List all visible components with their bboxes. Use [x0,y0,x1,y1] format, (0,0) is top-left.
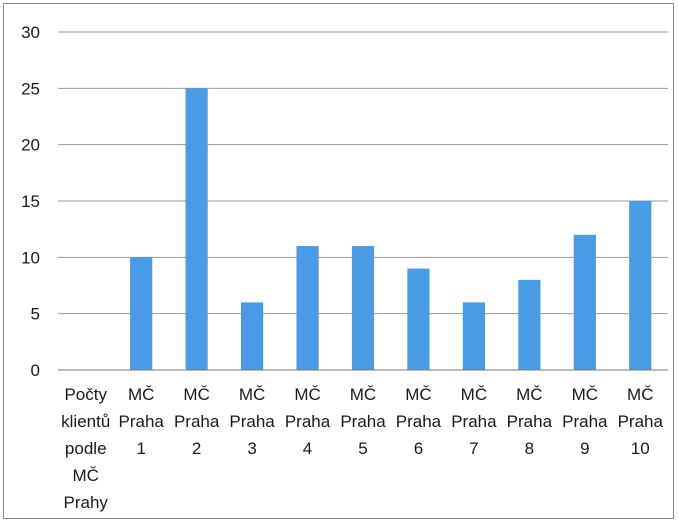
bar [462,302,485,370]
bar [518,279,541,370]
y-axis-ticks: 0 5 10 15 20 25 30 [21,23,40,380]
x-category-label: MČ Praha 5 [340,385,386,458]
bar [185,88,208,370]
bar [130,257,153,370]
x-category-label: MČ Praha 10 [618,385,664,458]
x-category-label: Počty klientů podle MČ Prahy [61,385,110,512]
bar [351,246,375,370]
x-category-label: MČ Praha 8 [507,385,553,458]
bar [296,246,319,370]
x-category-label: MČ Praha 3 [229,385,275,458]
x-category-label: MČ Praha 4 [285,385,331,458]
y-tick-label: 15 [21,192,40,211]
gridlines [58,31,668,315]
x-category-label: MČ Praha 9 [562,385,608,458]
x-category-label: MČ Praha 7 [451,385,497,458]
y-tick-label: 0 [31,361,40,380]
y-tick-label: 30 [21,23,40,42]
chart-frame [3,3,674,519]
x-category-label: MČ Praha 2 [174,385,220,458]
y-tick-label: 10 [21,248,40,267]
y-tick-label: 5 [31,305,40,324]
x-category-label: MČ Praha 1 [118,385,164,458]
bar [241,302,264,370]
bar [407,268,430,370]
y-tick-label: 20 [21,136,40,155]
bars [130,88,652,370]
x-category-label: MČ Praha 6 [396,385,442,458]
y-tick-label: 25 [21,79,40,98]
bar [629,201,652,370]
bar [573,234,596,370]
